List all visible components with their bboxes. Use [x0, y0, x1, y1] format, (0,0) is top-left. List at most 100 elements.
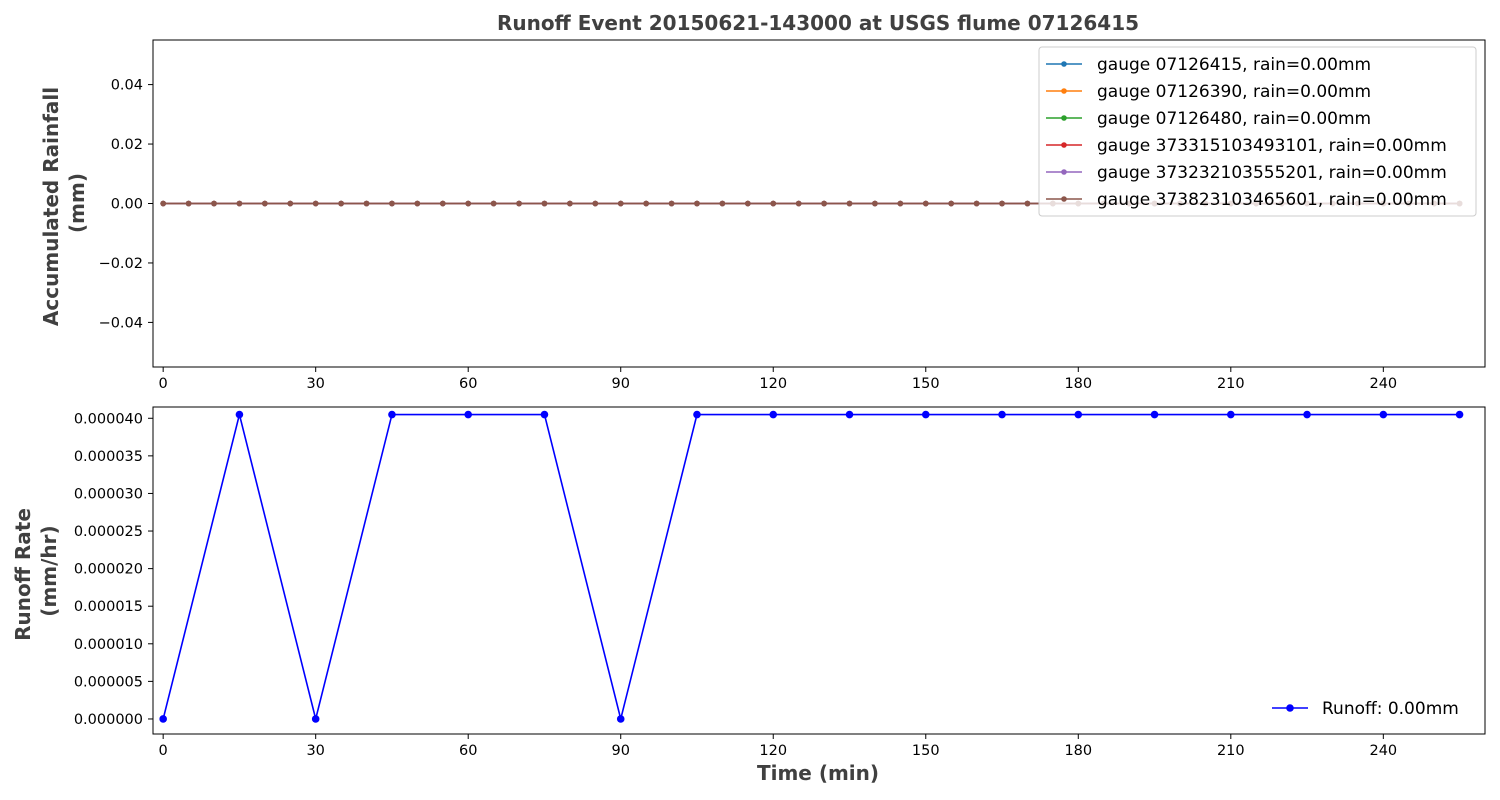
- rainfall-data-point: [795, 200, 802, 207]
- rainfall-x-tick-label: 0: [159, 376, 168, 392]
- runoff-y-tick-label: 0.000040: [74, 411, 143, 427]
- rainfall-data-point: [592, 200, 599, 207]
- rainfall-legend-box: [1038, 46, 1477, 217]
- runoff-y-axis-label: Runoff Rate (mm/hr): [11, 501, 61, 641]
- rainfall-data-point: [160, 200, 166, 207]
- runoff-series-group: [159, 410, 1464, 723]
- runoff-data-point: [1379, 410, 1388, 419]
- runoff-x-tick-label: 150: [912, 743, 940, 759]
- runoff-data-point: [311, 715, 320, 723]
- runoff-data-point: [235, 410, 244, 419]
- rainfall-data-point: [922, 200, 929, 207]
- runoff-plot-frame: [152, 406, 1486, 735]
- legend-marker-swatch: [1061, 61, 1067, 67]
- rainfall-data-point: [745, 200, 751, 207]
- rainfall-data-point: [617, 200, 624, 207]
- rainfall-data-point: [287, 200, 294, 207]
- rainfall-data-point: [338, 200, 344, 207]
- runoff-data-point: [1150, 410, 1159, 419]
- rainfall-legend-entry: gauge 373315103493101, rain=0.00mm: [1046, 136, 1447, 156]
- runoff-data-point: [464, 410, 473, 419]
- runoff-data-point: [1303, 410, 1311, 419]
- runoff-series-line: [162, 413, 1460, 720]
- rainfall-data-point: [973, 200, 980, 207]
- rainfall-legend: gauge 07126415, rain=0.00mm gauge 0712639…: [1038, 46, 1477, 217]
- legend-marker-swatch: [1286, 704, 1294, 712]
- rainfall-data-point: [643, 200, 649, 207]
- runoff-y-tick-label: 0.000000: [74, 712, 143, 728]
- rainfall-data-point: [490, 200, 497, 207]
- rainfall-data-point: [567, 200, 573, 207]
- runoff-x-ticks: 0 30 60 90 120 150 180 210 240: [159, 734, 1397, 759]
- rainfall-data-point: [465, 200, 472, 207]
- rainfall-legend-label: gauge 373315103493101, rain=0.00mm: [1097, 136, 1447, 156]
- runoff-legend-label: Runoff: 0.00mm: [1322, 699, 1459, 719]
- runoff-x-tick-label: 90: [611, 743, 629, 759]
- rainfall-x-tick-label: 30: [306, 376, 324, 392]
- runoff-x-tick-label: 240: [1369, 743, 1397, 759]
- rainfall-data-point: [999, 200, 1005, 207]
- legend-marker-swatch: [1061, 142, 1067, 148]
- runoff-y-tick-label: 0.000020: [74, 562, 143, 578]
- runoff-y-tick-label: 0.000030: [74, 486, 143, 502]
- rainfall-data-point: [821, 200, 827, 207]
- runoff-data-point: [1227, 410, 1235, 419]
- rainfall-data-point: [694, 200, 700, 207]
- rainfall-y-axis-label-line2: (mm): [65, 173, 89, 233]
- rainfall-legend-label: gauge 373823103465601, rain=0.00mm: [1097, 190, 1447, 210]
- runoff-y-tick-label: 0.000025: [74, 524, 143, 540]
- runoff-x-tick-label: 120: [759, 743, 787, 759]
- legend-marker-swatch: [1061, 196, 1067, 202]
- rainfall-legend-entry: gauge 373232103555201, rain=0.00mm: [1046, 163, 1447, 183]
- runoff-x-tick-label: 60: [459, 743, 477, 759]
- rainfall-legend-label: gauge 07126390, rain=0.00mm: [1097, 82, 1371, 102]
- rainfall-data-point: [389, 200, 395, 207]
- runoff-x-tick-label: 0: [159, 743, 168, 759]
- runoff-data-point: [1074, 410, 1083, 419]
- runoff-series-1: [159, 410, 1464, 723]
- rainfall-data-point: [770, 200, 777, 207]
- runoff-y-ticks: 0.000000 0.000005 0.000010 0.000015 0.000020…: [74, 411, 153, 728]
- rainfall-legend-label: gauge 07126480, rain=0.00mm: [1097, 109, 1371, 129]
- rainfall-y-tick-label: 0.04: [111, 78, 143, 94]
- rainfall-legend-label: gauge 07126415, rain=0.00mm: [1097, 55, 1371, 75]
- rainfall-x-tick-label: 180: [1064, 376, 1092, 392]
- rainfall-legend-entry: gauge 07126390, rain=0.00mm: [1046, 82, 1371, 102]
- rainfall-data-point: [185, 200, 192, 207]
- runoff-x-tick-label: 180: [1064, 743, 1092, 759]
- runoff-legend-entry: Runoff: 0.00mm: [1272, 699, 1459, 719]
- rainfall-data-point: [414, 200, 421, 207]
- rainfall-y-tick-label: −0.04: [99, 315, 143, 331]
- rainfall-data-point: [897, 200, 904, 207]
- rainfall-legend-label: gauge 373232103555201, rain=0.00mm: [1097, 163, 1447, 183]
- rainfall-axes: 0 30 60 90 120 150 180 210 240 −0.04 −0.02 0.00 0.0…: [39, 39, 1486, 392]
- runoff-data-point: [998, 410, 1006, 419]
- rainfall-y-tick-label: 0.02: [111, 137, 143, 153]
- rainfall-x-tick-label: 120: [759, 376, 787, 392]
- rainfall-x-tick-label: 150: [912, 376, 940, 392]
- rainfall-x-tick-label: 240: [1369, 376, 1397, 392]
- runoff-x-tick-label: 210: [1217, 743, 1245, 759]
- rainfall-y-tick-label: −0.02: [99, 256, 143, 272]
- runoff-data-point: [693, 410, 701, 419]
- runoff-legend: Runoff: 0.00mm: [1272, 699, 1459, 719]
- runoff-data-point: [540, 410, 549, 419]
- runoff-data-point: [769, 410, 778, 419]
- rainfall-data-point: [541, 200, 548, 207]
- rainfall-data-point: [262, 200, 268, 207]
- rainfall-data-point: [872, 200, 878, 207]
- runoff-axes: 0 30 60 90 120 150 180 210 240 0.0000000.0000050…: [11, 406, 1486, 785]
- runoff-data-point: [388, 410, 396, 419]
- rainfall-y-tick-label: 0.00: [111, 197, 143, 213]
- rainfall-y-axis-label-line1: Accumulated Rainfall: [39, 87, 63, 326]
- rainfall-data-point: [363, 200, 370, 207]
- runoff-y-axis-label-line1: Runoff Rate: [11, 508, 35, 641]
- rainfall-data-point: [516, 200, 522, 207]
- runoff-y-tick-label: 0.000015: [74, 599, 143, 615]
- runoff-y-tick-label: 0.000010: [74, 637, 143, 653]
- rainfall-data-point: [846, 200, 853, 207]
- rainfall-legend-entry: gauge 07126415, rain=0.00mm: [1046, 55, 1371, 75]
- rainfall-data-point: [312, 200, 319, 207]
- runoff-data-point: [921, 410, 930, 419]
